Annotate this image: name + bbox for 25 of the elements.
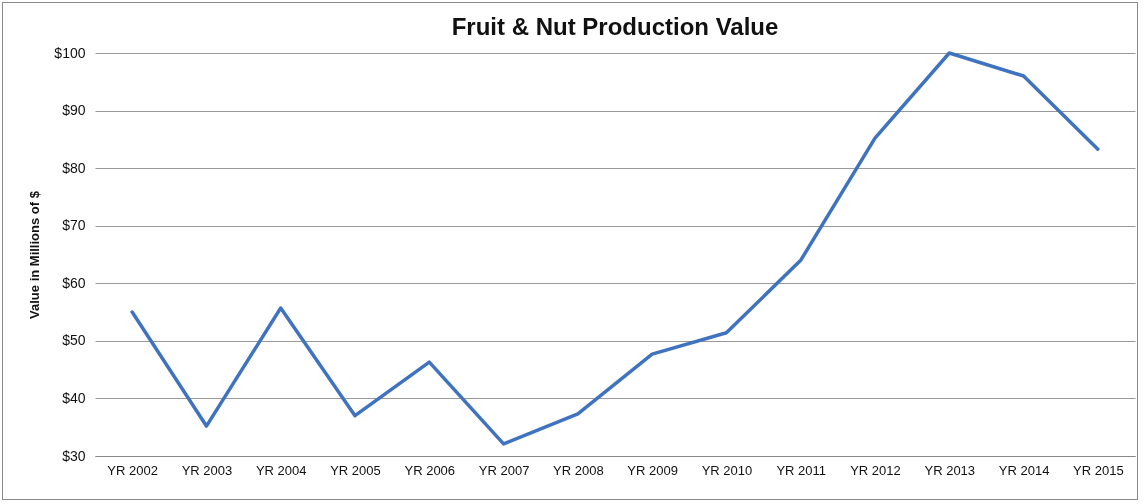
x-tick-label: YR 2012 bbox=[850, 462, 901, 478]
x-tick-label: YR 2002 bbox=[107, 462, 158, 478]
y-tick-label: $80 bbox=[62, 159, 86, 176]
y-tick-label: $70 bbox=[62, 217, 86, 234]
x-tick-label: YR 2004 bbox=[255, 462, 307, 478]
x-tick-label: YR 2008 bbox=[553, 462, 604, 478]
x-tick-label: YR 2009 bbox=[627, 462, 678, 478]
x-tick-label: YR 2003 bbox=[181, 462, 233, 478]
x-tick-label: YR 2010 bbox=[701, 462, 753, 478]
chart-title: Fruit & Nut Production Value bbox=[451, 13, 779, 40]
x-tick-label: YR 2006 bbox=[404, 462, 456, 478]
y-tick-label: $90 bbox=[62, 102, 86, 119]
x-tick-label: YR 2014 bbox=[998, 462, 1050, 478]
y-axis-title: Value in Millions of $ bbox=[27, 190, 43, 319]
y-tick-label: $100 bbox=[54, 44, 86, 61]
x-tick-label: YR 2015 bbox=[1073, 462, 1124, 478]
y-tick-label: $30 bbox=[62, 447, 86, 464]
y-tick-label: $50 bbox=[62, 332, 86, 349]
x-tick-label: YR 2013 bbox=[924, 462, 976, 478]
x-tick-label: YR 2005 bbox=[330, 462, 381, 478]
line-series bbox=[130, 51, 1100, 446]
x-tick-label: YR 2007 bbox=[478, 462, 530, 478]
x-tick-label: YR 2011 bbox=[776, 462, 827, 478]
y-tick-label: $40 bbox=[62, 389, 86, 406]
y-tick-label: $60 bbox=[62, 274, 86, 291]
